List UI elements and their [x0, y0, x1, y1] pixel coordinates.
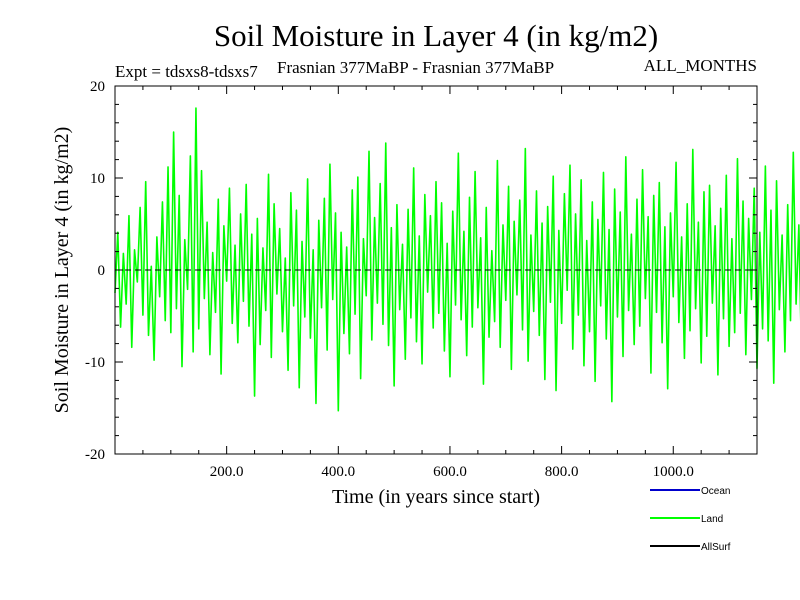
axes: 200.0 400.0 600.0 800.0 1000.0 -20 -10 0 10 20 [85, 79, 757, 480]
y-tick-label: 10 [90, 171, 105, 187]
x-axis-label: Time (in years since start) [332, 486, 540, 508]
chart-subtitle-left: Expt = tdsxs8-tdsxs7 [115, 62, 258, 81]
chart-title: Soil Moisture in Layer 4 (in kg/m2) [214, 18, 658, 53]
legend: Ocean Land AllSurf [650, 486, 731, 553]
x-tick-label: 800.0 [545, 464, 579, 480]
x-tick-label: 400.0 [321, 464, 355, 480]
legend-label-allsurf: AllSurf [701, 542, 731, 553]
x-tick-label: 200.0 [210, 464, 244, 480]
y-tick-label: 0 [98, 263, 106, 279]
legend-label-land: Land [701, 514, 723, 525]
x-tick-label: 1000.0 [653, 464, 694, 480]
chart-subtitle-right: ALL_MONTHS [644, 56, 757, 75]
series-line-land [114, 107, 800, 412]
y-tick-label: 20 [90, 79, 105, 95]
y-tick-label: -20 [85, 447, 105, 463]
plot-area [114, 107, 800, 412]
y-axis-label: Soil Moisture in Layer 4 (in kg/m2) [51, 127, 73, 414]
y-tick-label: -10 [85, 355, 105, 371]
x-tick-label: 600.0 [433, 464, 467, 480]
legend-label-ocean: Ocean [701, 486, 730, 497]
chart-subtitle-mid: Frasnian 377MaBP - Frasnian 377MaBP [277, 58, 554, 77]
